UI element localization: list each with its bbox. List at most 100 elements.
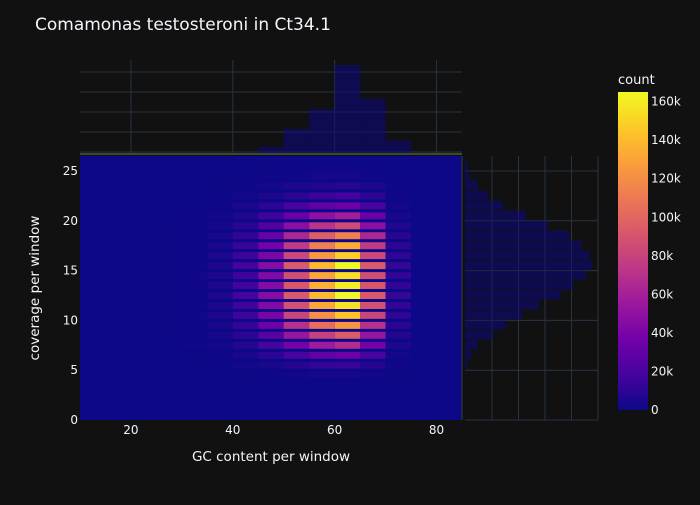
heatmap-cell xyxy=(232,311,259,319)
heatmap-cell xyxy=(232,202,259,210)
heatmap-cell xyxy=(156,212,182,220)
heatmap-cell xyxy=(258,212,284,220)
heatmap-cell xyxy=(283,351,310,359)
y-marginal-bar xyxy=(465,190,488,200)
heatmap-cell xyxy=(258,321,284,329)
heatmap-cell xyxy=(130,252,157,260)
heatmap-cell xyxy=(283,411,310,419)
heatmap-cell xyxy=(436,351,462,359)
heatmap-cell xyxy=(130,361,157,369)
heatmap-cell xyxy=(436,172,462,180)
heatmap-cell xyxy=(156,252,182,260)
heatmap-cell xyxy=(258,351,284,359)
y-axis-label: coverage per window xyxy=(27,216,43,361)
heatmap-cell xyxy=(334,162,361,170)
heatmap-cell xyxy=(385,222,412,230)
heatmap-cell xyxy=(232,252,259,260)
heatmap-cell xyxy=(207,232,233,240)
heatmap-cell xyxy=(130,391,157,399)
heatmap-cell xyxy=(309,282,335,289)
heatmap-cell xyxy=(80,282,106,289)
heatmap-cell xyxy=(105,252,131,260)
y-marginal-bar xyxy=(465,210,526,220)
heatmap-cell xyxy=(360,371,386,379)
heatmap-cell xyxy=(309,272,335,280)
heatmap-cell xyxy=(105,242,131,250)
heatmap-cell xyxy=(283,302,310,309)
heatmap-cell xyxy=(360,321,386,329)
heatmap-cell xyxy=(207,202,233,210)
heatmap-cell xyxy=(309,381,335,389)
heatmap-cell xyxy=(156,202,182,210)
heatmap-cell xyxy=(105,172,131,180)
x-tick-label: 60 xyxy=(327,423,342,437)
heatmap-cell xyxy=(207,351,233,359)
heatmap-cell xyxy=(181,401,208,409)
heatmap-cell xyxy=(334,321,361,329)
heatmap-cell xyxy=(156,401,182,409)
heatmap-cell xyxy=(258,162,284,170)
heatmap-cell xyxy=(207,302,233,309)
heatmap-cell xyxy=(181,292,208,299)
heatmap-cell xyxy=(156,242,182,250)
heatmap-cell xyxy=(385,242,412,250)
heatmap-cell xyxy=(283,162,310,170)
heatmap-cell xyxy=(334,401,361,409)
heatmap-cell xyxy=(232,371,259,379)
heatmap-cell xyxy=(309,292,335,299)
heatmap-cell xyxy=(334,341,361,349)
heatmap-cell xyxy=(156,192,182,200)
heatmap-cell xyxy=(156,292,182,299)
heatmap-cell xyxy=(130,182,157,190)
x-marginal-bar xyxy=(360,98,386,154)
heatmap-cell xyxy=(207,162,233,170)
heatmap-cell xyxy=(130,282,157,289)
heatmap-cell xyxy=(360,311,386,319)
x-tick-label: 80 xyxy=(429,423,444,437)
heatmap-cell xyxy=(411,252,437,260)
heatmap-cell xyxy=(436,361,462,369)
heatmap-cell xyxy=(232,302,259,309)
heatmap-cell xyxy=(334,172,361,180)
heatmap-cell xyxy=(309,311,335,319)
heatmap-cell xyxy=(360,282,386,289)
heatmap-cell xyxy=(232,222,259,230)
heatmap-cell xyxy=(385,272,412,280)
heatmap-cell xyxy=(80,242,106,250)
heatmap-cell xyxy=(156,172,182,180)
heatmap-cell xyxy=(385,311,412,319)
heatmap-cell xyxy=(105,361,131,369)
heatmap-cell xyxy=(258,391,284,399)
heatmap-cell xyxy=(130,331,157,339)
heatmap-cell xyxy=(80,341,106,349)
heatmap-cell xyxy=(232,262,259,270)
heatmap-cell xyxy=(436,331,462,339)
heatmap-cell xyxy=(411,351,437,359)
heatmap-cell xyxy=(283,381,310,389)
heatmap-cell xyxy=(258,232,284,240)
y-marginal-bar xyxy=(465,360,468,370)
heatmap-cell xyxy=(360,272,386,280)
heatmap-cell xyxy=(334,302,361,309)
chart-title: Comamonas testosteroni in Ct34.1 xyxy=(35,15,331,35)
heatmap-cell xyxy=(334,222,361,230)
heatmap-cell xyxy=(232,272,259,280)
heatmap-cell xyxy=(309,262,335,270)
heatmap-cell xyxy=(207,341,233,349)
heatmap-cell xyxy=(80,331,106,339)
heatmap-cell xyxy=(207,182,233,190)
heatmap-cell xyxy=(283,192,310,200)
heatmap-cell xyxy=(258,182,284,190)
heatmap-cell xyxy=(207,242,233,250)
heatmap-cell xyxy=(130,351,157,359)
heatmap-cell xyxy=(130,272,157,280)
heatmap-cell xyxy=(258,202,284,210)
heatmap-cell xyxy=(80,252,106,260)
heatmap-cell xyxy=(130,232,157,240)
heatmap-cell xyxy=(385,381,412,389)
heatmap-cell xyxy=(232,341,259,349)
heatmap-cell xyxy=(80,351,106,359)
heatmap-cell xyxy=(411,212,437,220)
heatmap-cell xyxy=(156,282,182,289)
heatmap-cell xyxy=(283,401,310,409)
